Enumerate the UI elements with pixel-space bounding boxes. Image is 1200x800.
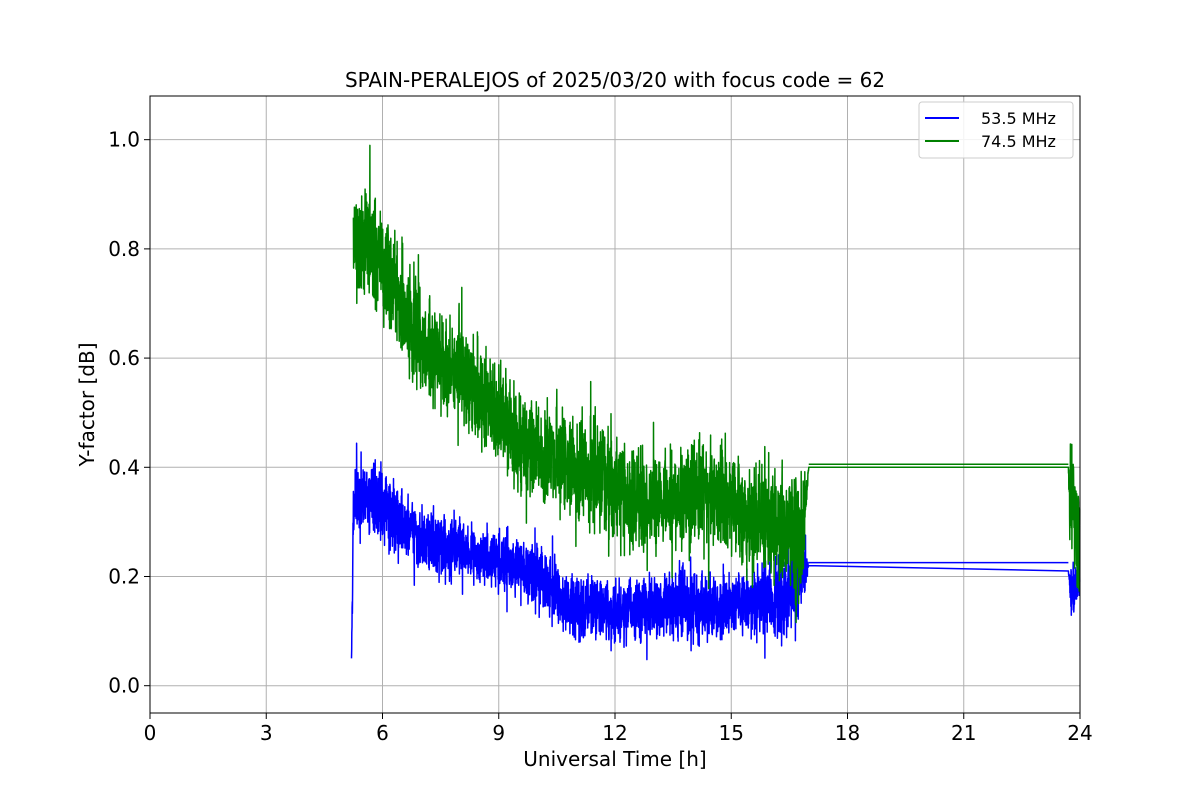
series-74-5-mhz: [352, 144, 1081, 624]
y-axis-title: Y-factor [dB]: [75, 342, 99, 467]
series-53-5-mhz: [350, 442, 1081, 661]
y-tick-label: 0.6: [108, 346, 140, 370]
y-tick-label: 0.2: [108, 564, 140, 588]
x-axis-title: Universal Time [h]: [523, 747, 706, 771]
y-tick-label: 0.0: [108, 674, 140, 698]
y-tick-label: 0.4: [108, 455, 140, 479]
x-tick-label: 6: [376, 721, 389, 745]
y-tick-label: 1.0: [108, 128, 140, 152]
x-tick-label: 0: [144, 721, 157, 745]
x-tick-label: 9: [492, 721, 505, 745]
series-line: [352, 144, 1081, 624]
legend-label: 74.5 MHz: [981, 132, 1056, 151]
x-tick-label: 18: [835, 721, 860, 745]
series-layer: [350, 144, 1081, 661]
legend-label: 53.5 MHz: [981, 109, 1056, 128]
x-tick-label: 12: [602, 721, 627, 745]
grid-layer: [149, 96, 1081, 713]
x-tick-label: 15: [719, 721, 744, 745]
chart-title: SPAIN-PERALEJOS of 2025/03/20 with focus…: [345, 68, 885, 92]
x-tick-label: 21: [951, 721, 976, 745]
x-tick-label: 3: [260, 721, 273, 745]
legend-box: [918, 101, 1074, 159]
legend: 53.5 MHz 74.5 MHz: [918, 101, 1074, 159]
y-tick-label: 0.8: [108, 237, 140, 261]
series-line: [350, 442, 1081, 661]
x-tick-label: 24: [1067, 721, 1092, 745]
tick-layer: 0 3 6 9 12 15 18 21 24 0.0 0.2 0.4 0.6 0.8 1.0: [108, 128, 1093, 745]
